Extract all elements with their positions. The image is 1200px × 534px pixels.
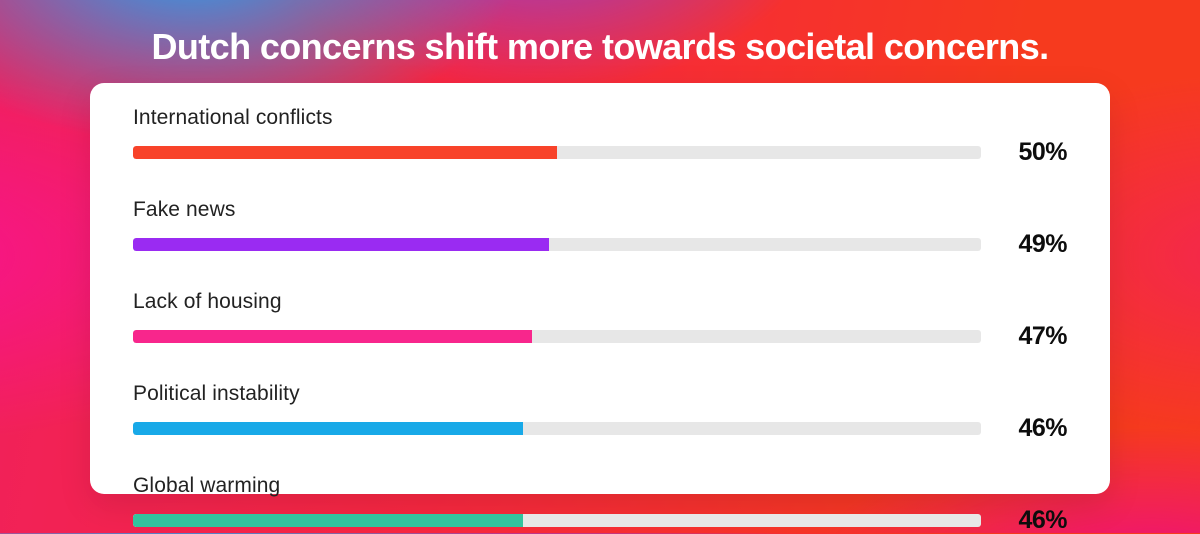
bar-line: 49% [133, 230, 1068, 258]
bar-label: Political instability [133, 382, 300, 405]
bar-value: 49% [1018, 230, 1067, 258]
bar-line: 46% [133, 506, 1068, 534]
bar-track [133, 421, 981, 435]
bar-track [133, 237, 981, 251]
bar-label: Lack of housing [133, 290, 282, 313]
bar-row: Global warming 46% [133, 472, 1068, 534]
infographic: Dutch concerns shift more towards societ… [90, 26, 1110, 533]
bar-track [133, 513, 981, 527]
bar-line: 46% [133, 414, 1068, 442]
bar-track [133, 145, 981, 159]
bar-value: 46% [1018, 414, 1067, 442]
bar-row: International conflicts 50% [133, 104, 1068, 166]
bar-fill [133, 421, 524, 435]
bar-row: Political instability 46% [133, 380, 1068, 442]
bar-fill [133, 237, 549, 251]
bar-row: Fake news 49% [133, 196, 1068, 258]
bar-value: 50% [1018, 138, 1067, 166]
bar-row: Lack of housing 47% [133, 288, 1068, 350]
bar-value: 47% [1018, 322, 1067, 350]
bar-value: 46% [1018, 506, 1067, 534]
bar-label: International conflicts [133, 106, 333, 129]
bar-fill [133, 145, 557, 159]
bar-label: Fake news [133, 198, 236, 221]
chart-card: International conflicts 50% Fake news 49… [90, 83, 1110, 533]
bar-line: 47% [133, 322, 1068, 350]
chart-title: Dutch concerns shift more towards societ… [151, 26, 1049, 67]
bar-track [133, 329, 981, 343]
bar-fill [133, 513, 524, 527]
bar-fill [133, 329, 532, 343]
bar-label: Global warming [133, 474, 281, 497]
bar-chart: International conflicts 50% Fake news 49… [133, 104, 1068, 534]
bar-line: 50% [133, 138, 1068, 166]
